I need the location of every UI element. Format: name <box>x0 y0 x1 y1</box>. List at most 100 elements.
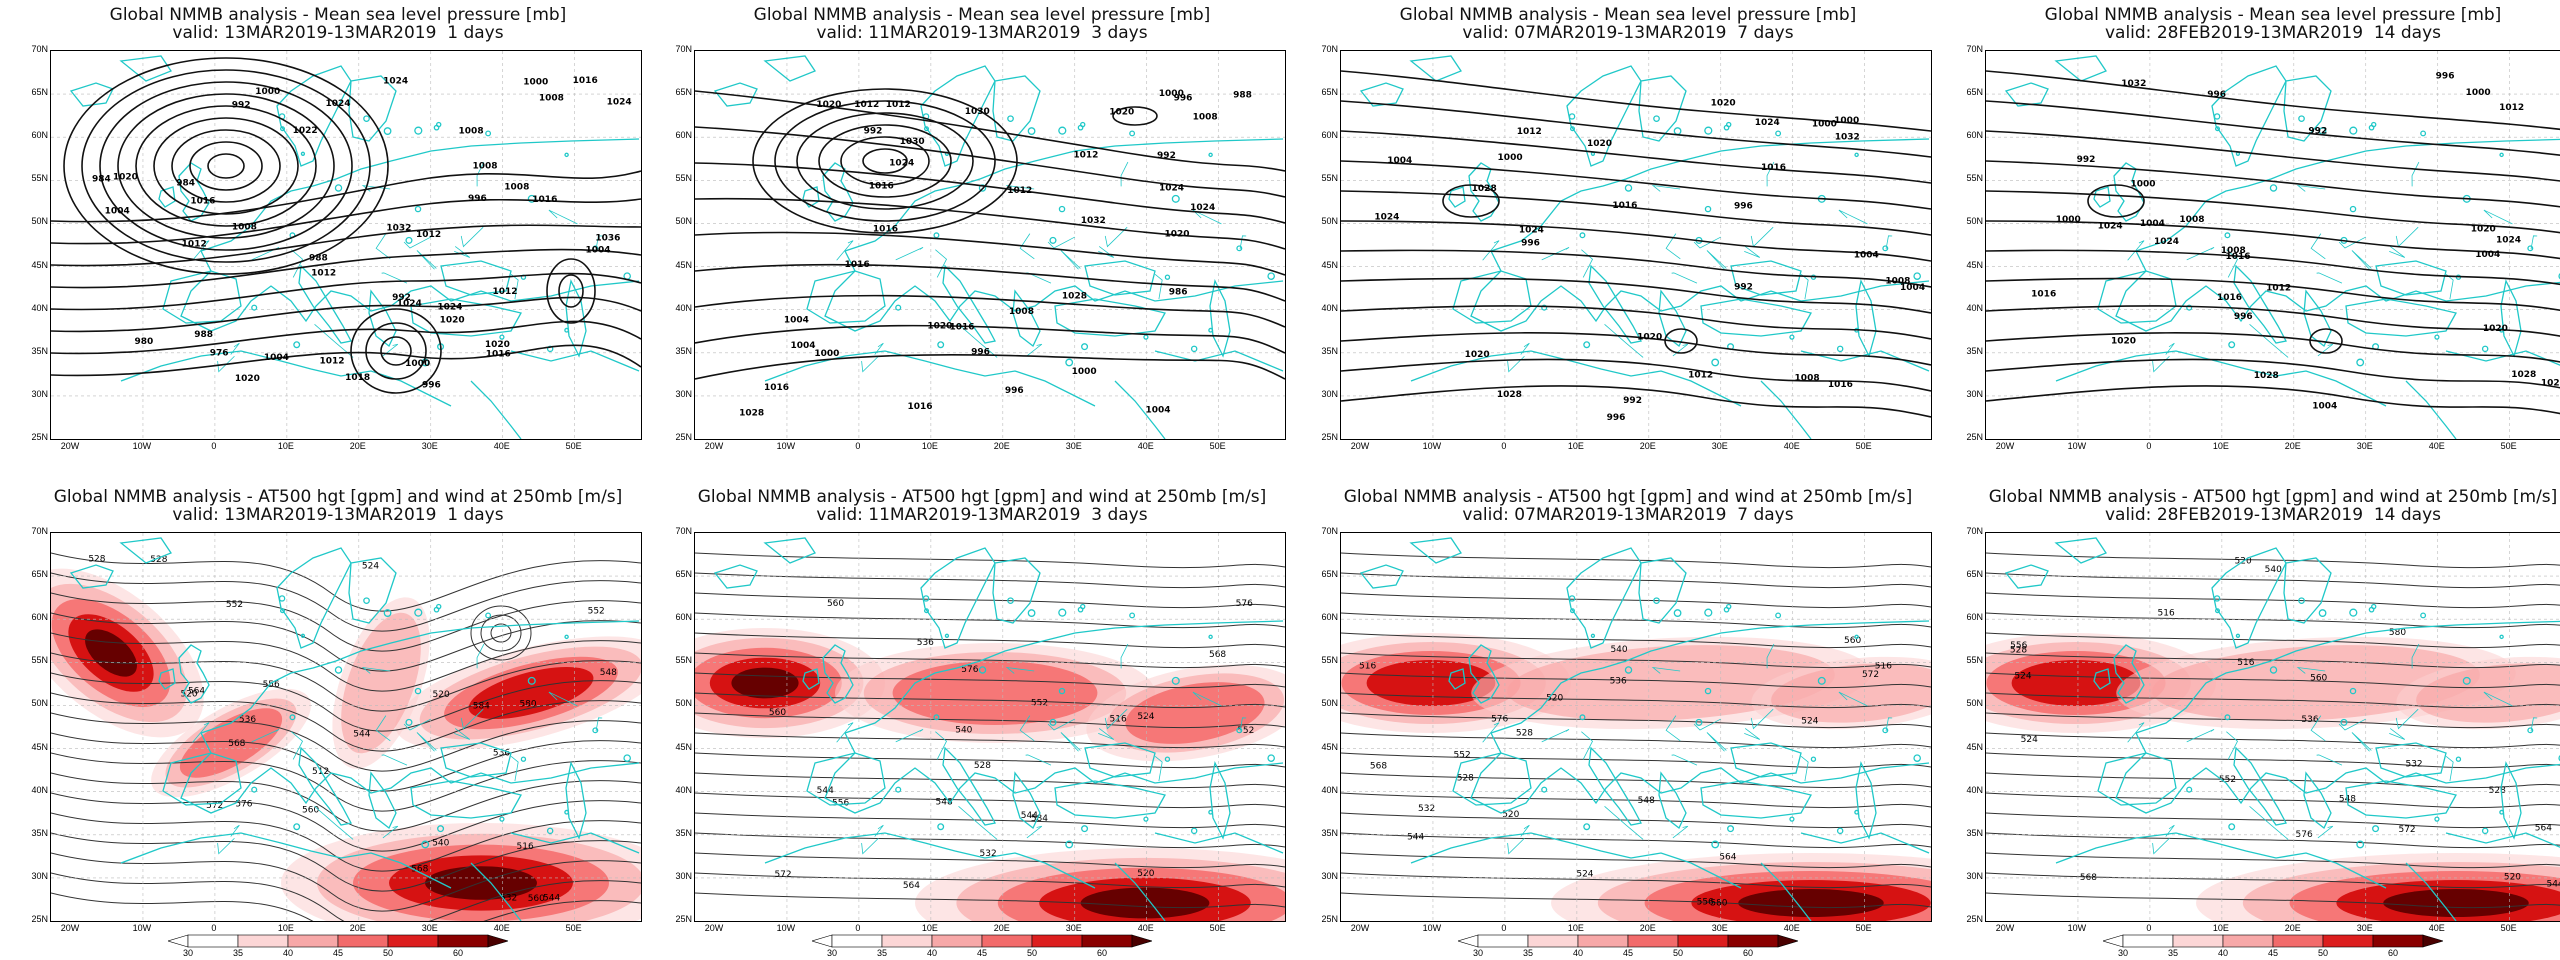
isobar-label: 1028 <box>2254 371 2279 381</box>
isobar-label: 1016 <box>1828 380 1853 390</box>
valid-line: valid: 11MAR2019-13MAR2019 3 days <box>816 23 1148 43</box>
latitude-label: 50N <box>1321 216 1338 227</box>
latitude-label: 70N <box>31 526 48 536</box>
height-contours <box>1986 552 2560 909</box>
colorbar-label: 40 <box>1572 948 1583 958</box>
map-area: 996 992 988 984 1008 1000 1004 1008 1012 976 980 98… <box>50 50 642 440</box>
colorbar-label: 30 <box>1472 948 1483 958</box>
panel-title: Global NMMB analysis - AT500 hgt [gpm] a… <box>672 488 1292 524</box>
height-label: 584 <box>473 701 490 711</box>
height-label: 544 <box>543 893 560 903</box>
longitude-label: 0 <box>1501 923 1507 933</box>
isobar-label: 1036 <box>595 233 620 243</box>
isobar-label: 1012 <box>182 240 207 250</box>
map-panel: Global NMMB analysis - AT500 hgt [gpm] a… <box>28 482 648 960</box>
latitude-label: 30N <box>675 388 692 399</box>
isobar-label: 992 <box>864 127 883 137</box>
isobar-labels: 1004100099699210009969929961000100410081… <box>2031 71 2560 411</box>
height-contours <box>51 552 641 921</box>
height-label: 516 <box>2237 658 2254 668</box>
longitude-label: 50E <box>565 441 582 451</box>
longitude-label: 20E <box>993 923 1010 933</box>
latitude-label: 65N <box>675 569 692 580</box>
longitude-label: 40E <box>493 923 510 933</box>
longitude-label: 20E <box>1639 441 1656 451</box>
latitude-label: 65N <box>31 569 48 580</box>
valid-line: valid: 28FEB2019-13MAR2019 14 days <box>2104 505 2442 525</box>
map-panel: Global NMMB analysis - AT500 hgt [gpm] a… <box>672 482 1292 960</box>
longitude-label: 10E <box>277 441 294 451</box>
latitude-label: 70N <box>1321 526 1338 536</box>
latitude-label: 55N <box>31 655 48 666</box>
isobar-label: 1016 <box>532 195 557 205</box>
isobar-label: 986 <box>1169 287 1188 297</box>
longitude-label: 10W <box>1422 441 1442 451</box>
height-label: 524 <box>2021 735 2038 745</box>
isobars <box>695 88 1285 380</box>
height-label: 536 <box>239 715 256 725</box>
coastlines <box>1359 537 1930 921</box>
isobar-label: 1000 <box>1834 116 1859 126</box>
longitude-label: 30E <box>421 441 438 451</box>
valid-line: valid: 11MAR2019-13MAR2019 3 days <box>816 505 1148 525</box>
isobar-label: 996 <box>468 194 487 204</box>
height-label: 544 <box>353 729 370 739</box>
longitude-label: 30E <box>1711 923 1728 933</box>
isobar-label: 996 <box>2207 90 2226 100</box>
isobar-label: 992 <box>1734 283 1753 293</box>
isobar-label: 1008 <box>232 223 257 233</box>
longitude-label: 40E <box>1137 441 1154 451</box>
longitude-label: 20W <box>60 441 80 451</box>
height-label: 532 <box>500 894 517 904</box>
latitude-label: 40N <box>1966 302 1983 313</box>
isobar-label: 1020 <box>1637 332 1662 342</box>
height-label: 556 <box>2010 641 2027 651</box>
longitude-label: 10E <box>1567 923 1584 933</box>
colorbar-label: 40 <box>926 948 937 958</box>
height-label: 552 <box>1454 750 1471 760</box>
latitude-label: 65N <box>1966 569 1983 580</box>
latitude-label: 45N <box>675 741 692 752</box>
latitude-label: 30N <box>31 388 48 399</box>
latitude-label: 50N <box>1966 698 1983 709</box>
longitude-label: 20W <box>1350 923 1370 933</box>
height-label: 524 <box>2014 672 2031 682</box>
height-label: 576 <box>235 799 252 809</box>
latitude-label: 70N <box>1966 44 1983 54</box>
height-label: 520 <box>433 690 450 700</box>
valid-line: valid: 07MAR2019-13MAR2019 7 days <box>1462 23 1794 43</box>
isobar-label: 1016 <box>1612 201 1637 211</box>
latitude-label: 40N <box>1966 784 1983 795</box>
latitude-label: 45N <box>31 741 48 752</box>
height-label: 560 <box>769 708 786 718</box>
valid-line: valid: 13MAR2019-13MAR2019 1 days <box>172 23 504 43</box>
height-label: 528 <box>1457 773 1474 783</box>
latitude-label: 30N <box>1321 388 1338 399</box>
latitude-label: 40N <box>1321 784 1338 795</box>
longitude-label: 10W <box>776 441 796 451</box>
title-line: Global NMMB analysis - AT500 hgt [gpm] a… <box>1988 487 2558 507</box>
longitude-label: 40E <box>1783 923 1800 933</box>
title-line: Global NMMB analysis - Mean sea level pr… <box>109 5 567 25</box>
latitude-label: 70N <box>31 44 48 54</box>
latitude-label: 25N <box>1321 914 1338 924</box>
longitude-label: 10E <box>921 441 938 451</box>
isobar-label: 1016 <box>764 383 789 393</box>
latitude-label: 25N <box>1321 432 1338 442</box>
height-label: 524 <box>362 562 379 572</box>
height-contours <box>695 552 1285 909</box>
latitude-label: 30N <box>1966 870 1983 881</box>
isobars <box>1341 70 1931 418</box>
isobar-label: 1016 <box>190 196 215 206</box>
longitude-label: 10E <box>921 923 938 933</box>
height-label: 556 <box>263 680 280 690</box>
isobar-label: 1004 <box>105 207 130 217</box>
latitude-label: 55N <box>675 655 692 666</box>
latitude-label: 65N <box>1321 87 1338 98</box>
latitude-label: 45N <box>1321 259 1338 270</box>
latitude-label: 65N <box>1966 87 1983 98</box>
isobar-label: 984 <box>92 174 111 184</box>
height-label: 520 <box>1502 810 1519 820</box>
isobar-label: 1024 <box>2154 237 2179 247</box>
